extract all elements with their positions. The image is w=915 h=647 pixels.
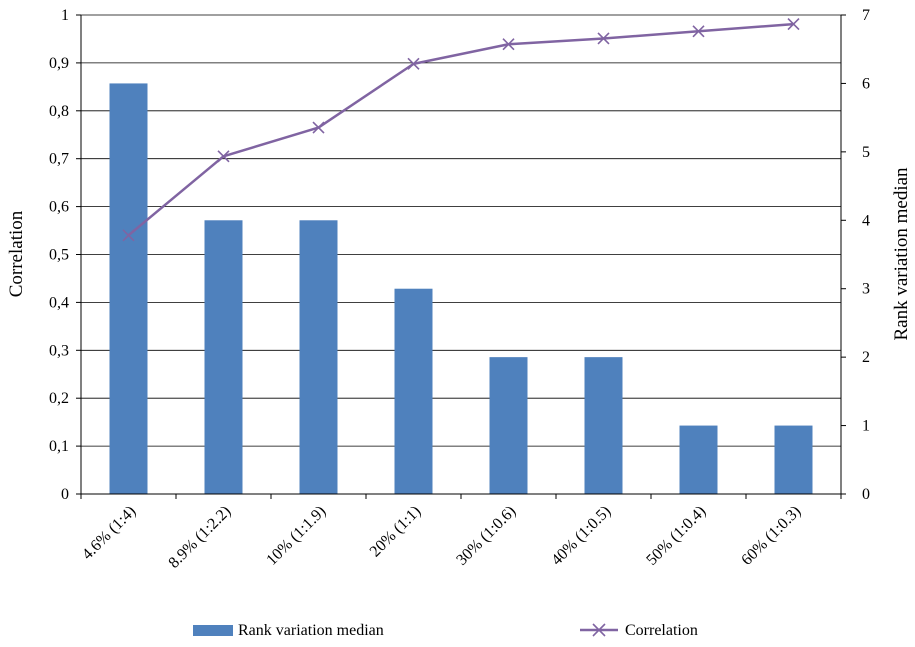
- left-tick-label: 0,9: [49, 55, 69, 72]
- legend-bar-label: Rank variation median: [238, 622, 384, 639]
- right-tick-label: 1: [862, 418, 870, 435]
- correlation-point: [502, 38, 515, 51]
- x-tick-label: 20% (1:1): [367, 503, 425, 561]
- correlation-point: [692, 25, 705, 38]
- bar: [394, 288, 433, 494]
- gridlines: [81, 14, 841, 447]
- line-series: [122, 18, 800, 242]
- left-tick-label: 0,7: [49, 151, 69, 168]
- bar: [299, 220, 338, 495]
- bar: [774, 425, 813, 494]
- x-tick-label: 40% (1:0.5): [548, 503, 614, 569]
- right-tick-label: 7: [862, 7, 870, 24]
- left-tick-label: 1: [61, 7, 69, 24]
- correlation-point: [122, 229, 135, 242]
- legend-line-marker: [592, 623, 606, 637]
- right-tick-label: 4: [862, 212, 870, 229]
- legend: Rank variation median Correlation: [193, 622, 698, 639]
- left-tick-label: 0,2: [49, 390, 69, 407]
- correlation-line: [127, 22, 794, 237]
- right-tick-label: 5: [862, 144, 870, 161]
- bar: [679, 425, 718, 494]
- x-tick-label: 10% (1:1.9): [263, 503, 329, 569]
- x-tick-label: 8.9% (1:2.2): [165, 503, 234, 572]
- left-tick-label: 0,4: [49, 294, 69, 311]
- legend-line-label: Correlation: [625, 622, 698, 639]
- bar: [489, 357, 528, 494]
- right-tick-label: 6: [862, 75, 870, 92]
- bar: [204, 220, 243, 495]
- left-tick-label: 0,6: [49, 199, 69, 216]
- x-tick-label: 4.6% (1:4): [79, 503, 139, 563]
- legend-bar-swatch: [193, 625, 233, 636]
- bar-series: [109, 83, 813, 495]
- bar: [584, 357, 623, 494]
- x-tick-label: 30% (1:0.6): [453, 503, 519, 569]
- tick-labels: 0 0,1 0,2 0,3 0,4 0,5 0,6 0,7 0,8 0,9 1 0 1 2 3 4 5 6 7 4.6…: [49, 7, 870, 572]
- right-tick-label: 2: [862, 349, 870, 366]
- correlation-point: [407, 57, 420, 70]
- right-axis-title: Rank variation median: [891, 167, 912, 341]
- left-axis-title: Correlation: [6, 210, 27, 297]
- axes: [76, 14, 846, 499]
- left-tick-label: 0,5: [49, 247, 69, 264]
- left-tick-label: 0: [61, 486, 69, 503]
- left-tick-label: 0,8: [49, 103, 69, 120]
- left-tick-label: 0,3: [49, 342, 69, 359]
- correlation-point: [597, 32, 610, 45]
- left-tick-label: 0,1: [49, 438, 69, 455]
- bar: [109, 83, 148, 494]
- correlation-point: [312, 121, 325, 134]
- correlation-point: [217, 150, 230, 163]
- correlation-point: [787, 18, 800, 31]
- right-tick-label: 3: [862, 281, 870, 298]
- x-tick-label: 50% (1:0.4): [643, 503, 709, 569]
- x-tick-label: 60% (1:0.3): [738, 503, 804, 569]
- right-tick-label: 0: [862, 486, 870, 503]
